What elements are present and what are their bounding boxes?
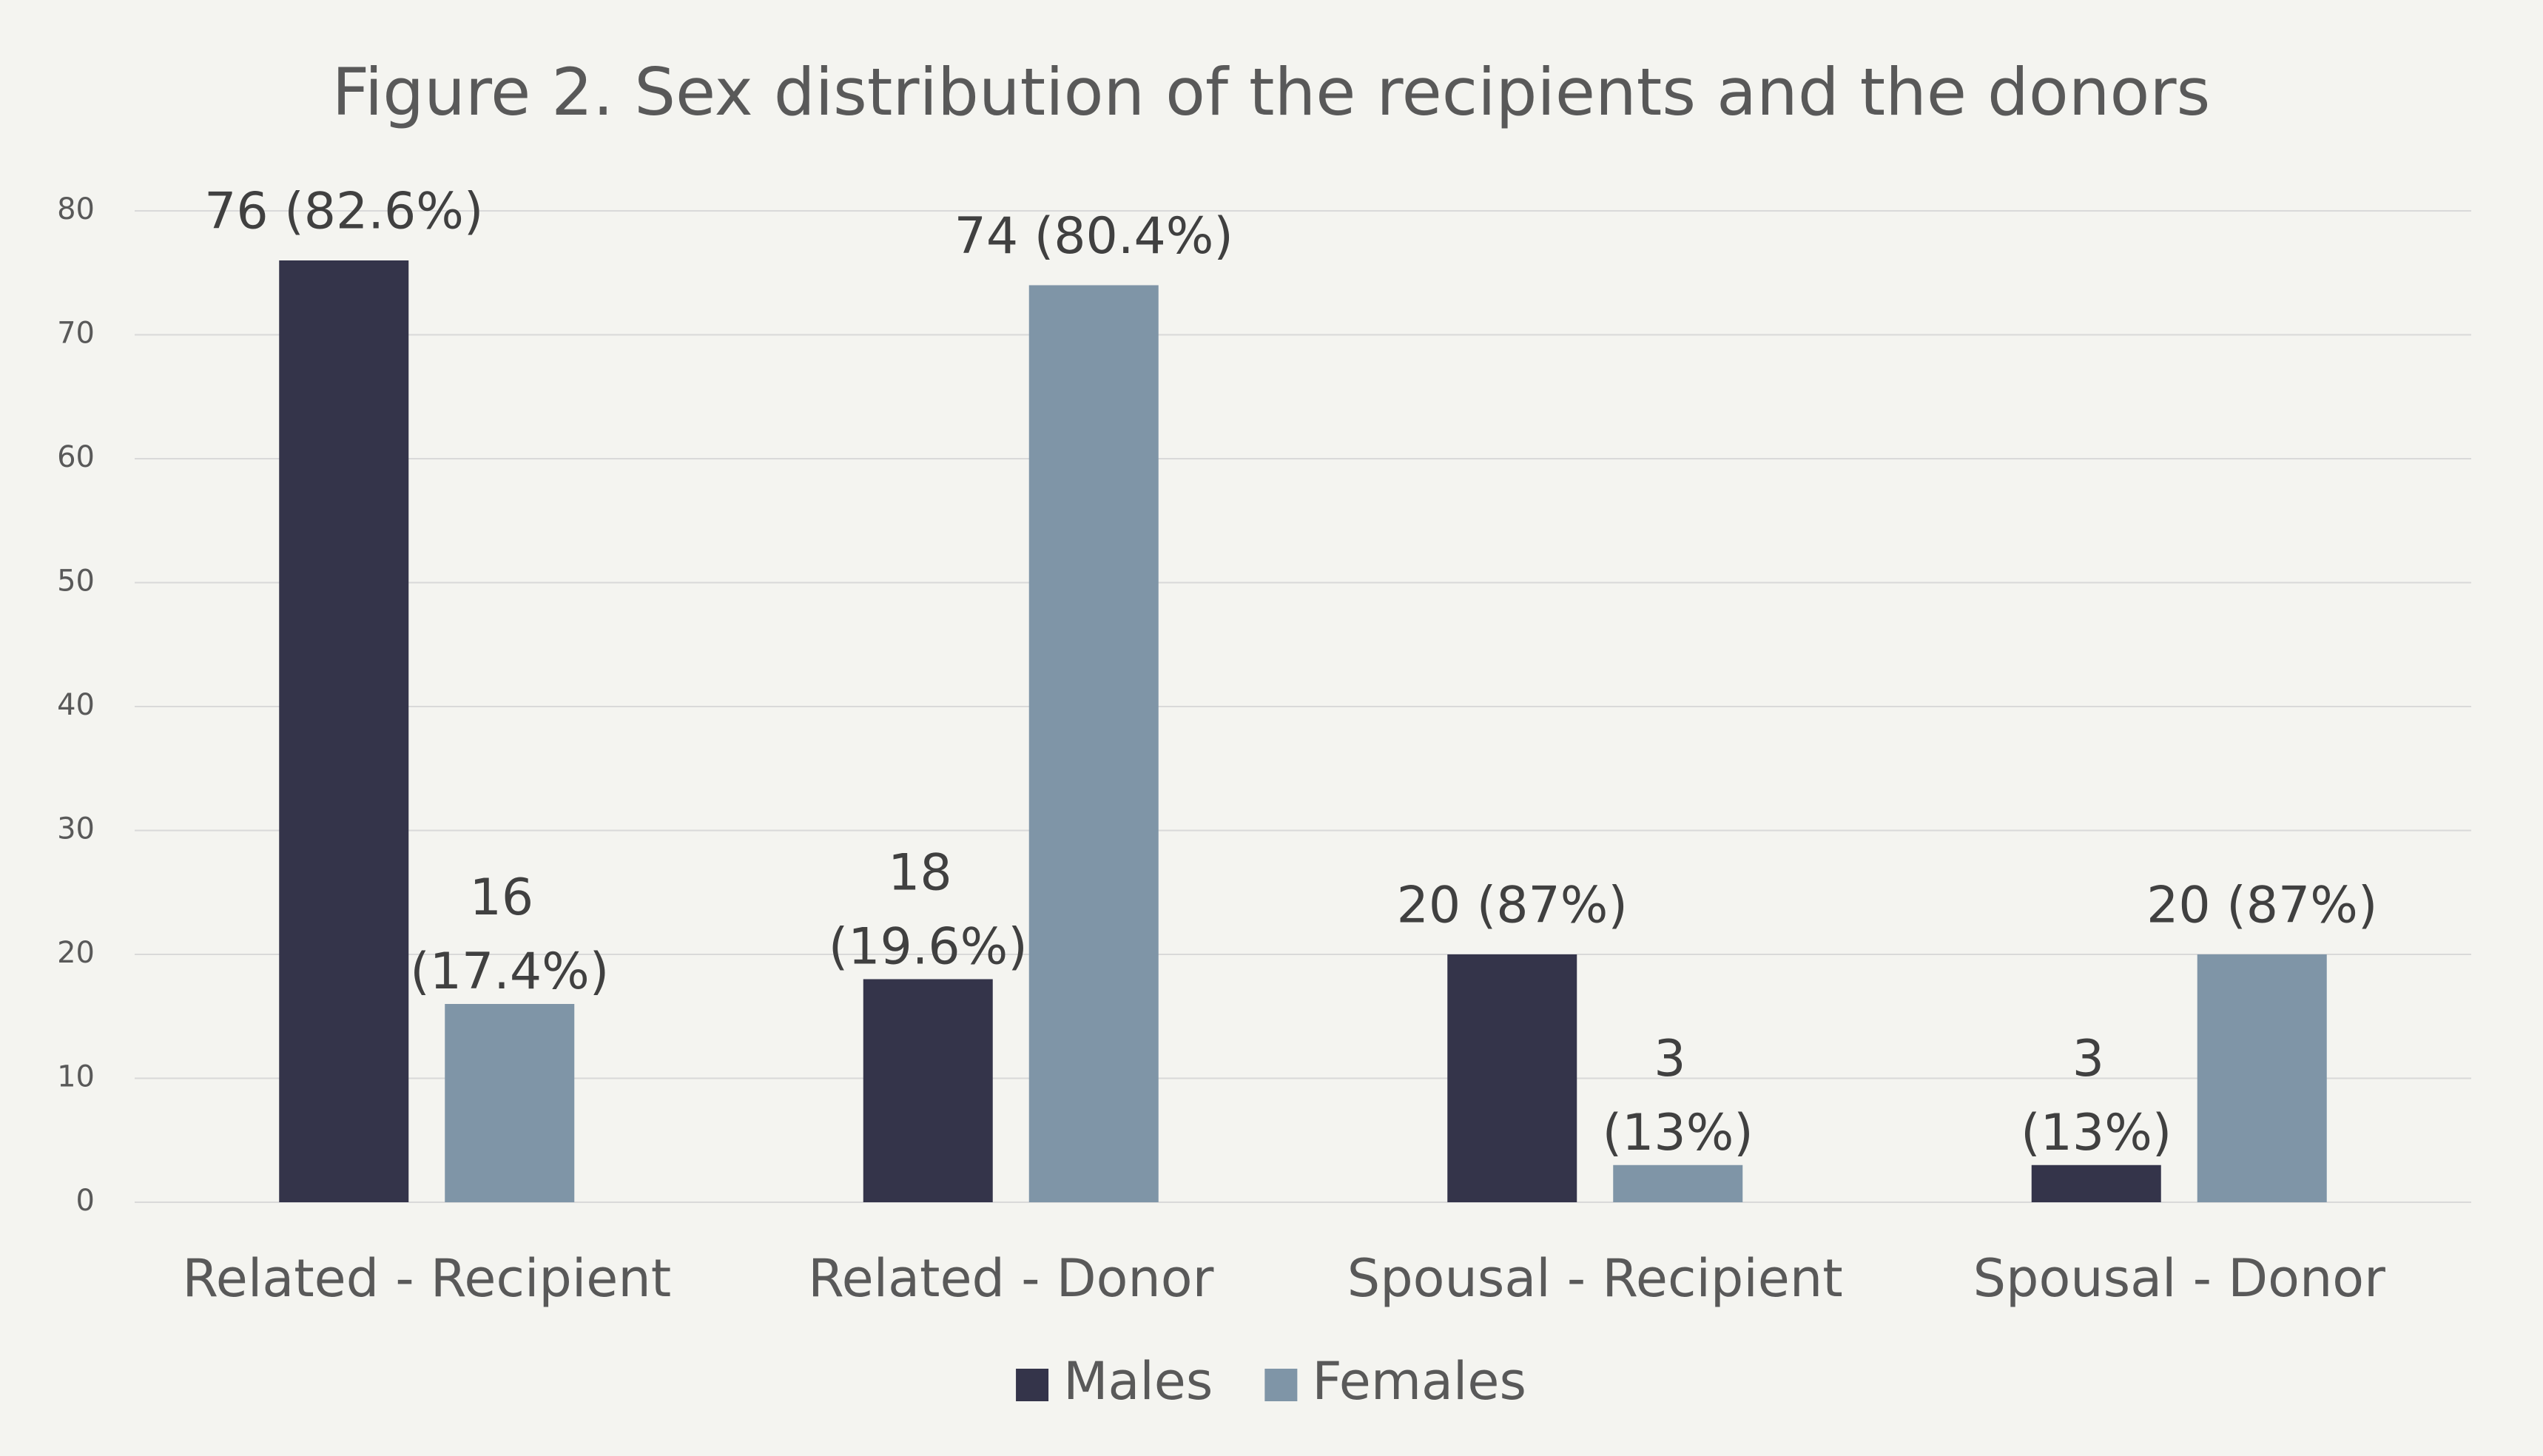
y-tick-label: 30 <box>57 812 95 846</box>
x-tick-label: Spousal - Recipient <box>1347 1248 1843 1309</box>
y-tick-label: 50 <box>57 564 95 599</box>
data-label: 20 (87%) <box>1397 877 1628 935</box>
data-label: 3 (13%) <box>2021 1029 2172 1162</box>
data-label: 18 (19.6%) <box>829 843 1028 976</box>
chart-title: Figure 2. Sex distribution of the recipi… <box>332 54 2211 130</box>
y-tick-label: 20 <box>57 936 95 970</box>
bar <box>445 1004 575 1202</box>
data-label: 16 (17.4%) <box>410 869 609 1001</box>
legend-label: Females <box>1312 1351 1526 1412</box>
bar <box>1028 285 1159 1202</box>
bar <box>1613 1165 1743 1202</box>
bar <box>2197 954 2327 1202</box>
bar <box>1447 954 1577 1202</box>
y-tick-label: 0 <box>76 1184 95 1218</box>
legend-swatch <box>1016 1369 1049 1401</box>
y-tick-label: 10 <box>57 1060 95 1094</box>
y-tick-label: 70 <box>57 317 95 351</box>
data-label: 3 (13%) <box>1603 1029 1754 1162</box>
data-label: 20 (87%) <box>2146 877 2377 935</box>
legend-label: Males <box>1063 1351 1213 1412</box>
x-tick-label: Related - Donor <box>808 1248 1214 1309</box>
data-label: 76 (82.6%) <box>204 183 483 241</box>
bar <box>2031 1165 2161 1202</box>
data-label: 74 (80.4%) <box>954 207 1233 266</box>
legend-swatch <box>1264 1369 1298 1401</box>
y-tick-label: 60 <box>57 440 95 474</box>
bar <box>279 260 409 1202</box>
x-tick-label: Spousal - Donor <box>1973 1248 2386 1309</box>
bar <box>863 979 993 1202</box>
y-tick-label: 40 <box>57 688 95 722</box>
y-tick-label: 80 <box>57 192 95 226</box>
x-tick-label: Related - Recipient <box>182 1248 671 1309</box>
